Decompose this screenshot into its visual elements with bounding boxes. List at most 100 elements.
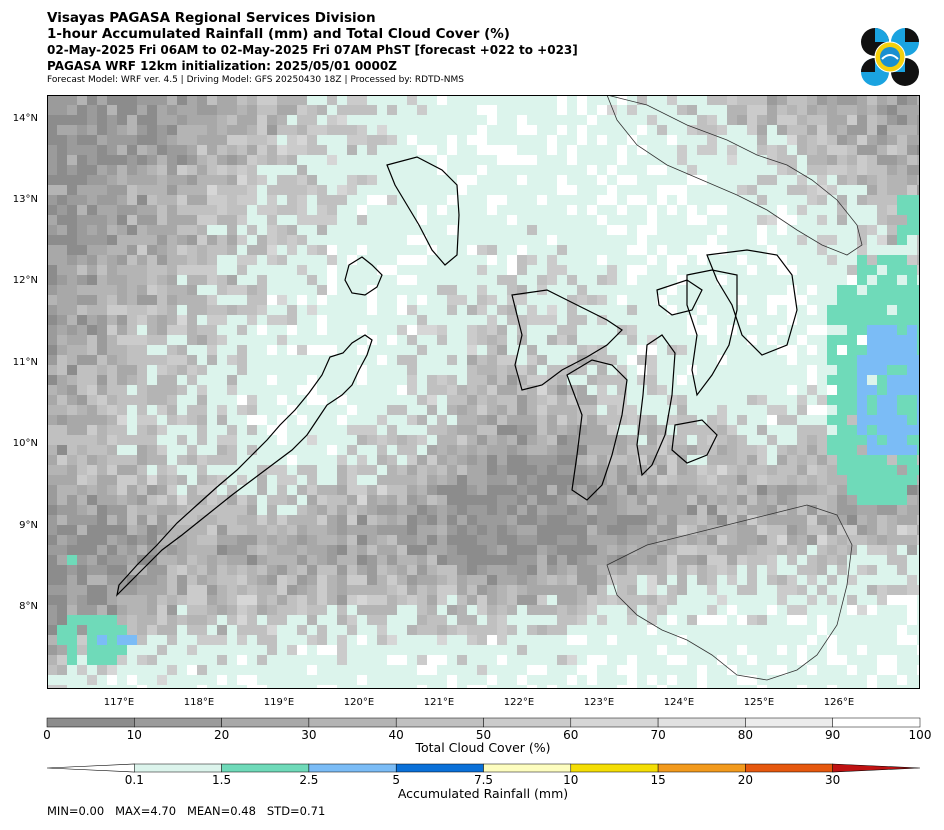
cloud-cell: [157, 575, 167, 585]
cloud-cell: [177, 575, 187, 585]
cloud-cell: [437, 385, 447, 395]
rain-cell: [897, 195, 907, 205]
cloud-cell: [77, 455, 87, 465]
cloud-cell: [307, 115, 317, 125]
cloud-cell: [137, 465, 147, 475]
cloud-cell: [507, 355, 517, 365]
cloud-cell: [867, 145, 877, 155]
cloud-cell: [897, 145, 907, 155]
cloud-cell: [277, 145, 287, 155]
cloud-cell: [87, 165, 97, 175]
cloud-cell: [497, 605, 507, 615]
rain-cell: [67, 615, 77, 625]
rain-cell: [897, 365, 907, 375]
cloud-cell: [197, 125, 207, 135]
clear-cell: [267, 425, 277, 435]
cloud-cell: [107, 285, 117, 295]
rain-cell: [867, 435, 877, 445]
cloud-cell: [547, 465, 557, 475]
rainfall-swatch: [395, 763, 484, 773]
cloud-cell: [717, 435, 727, 445]
cloud-cell: [897, 115, 907, 125]
cloud-cell: [547, 275, 557, 285]
cloud-cell: [227, 425, 237, 435]
cloud-cell: [697, 115, 707, 125]
cloud-cell: [297, 605, 307, 615]
cloud-cell: [167, 245, 177, 255]
cloud-cell: [197, 465, 207, 475]
cloud-cell: [447, 355, 457, 365]
cloud-cell: [397, 565, 407, 575]
cloud-cell: [207, 475, 217, 485]
cloud-cell: [87, 155, 97, 165]
cloud-cell: [787, 555, 797, 565]
cloud-cell: [417, 585, 427, 595]
cloud-cell: [597, 425, 607, 435]
cloud-cell: [97, 185, 107, 195]
cloud-cell: [67, 455, 77, 465]
cloud-cell: [587, 565, 597, 575]
rain-cell: [907, 285, 917, 295]
cloud-cell: [57, 165, 67, 175]
clear-cell: [597, 175, 607, 185]
clear-cell: [917, 645, 920, 655]
rain-cell: [897, 375, 907, 385]
cloud-cell: [627, 455, 637, 465]
cloud-cell: [567, 325, 577, 335]
cloud-cell: [627, 405, 637, 415]
cloud-cell: [497, 515, 507, 525]
cloud-cell: [377, 495, 387, 505]
cloud-cover-field: [47, 95, 920, 689]
cloud-cell: [737, 115, 747, 125]
cloud-cell: [227, 555, 237, 565]
cloud-cell: [387, 535, 397, 545]
cloud-cell: [157, 355, 167, 365]
latitude-label: 8°N: [19, 601, 38, 612]
cloud-cell: [117, 475, 127, 485]
rain-cell: [57, 625, 67, 635]
clear-cell: [567, 635, 577, 645]
cloud-cell: [267, 605, 277, 615]
rain-cell: [897, 325, 907, 335]
cloud-cell: [77, 155, 87, 165]
cloud-cell: [177, 225, 187, 235]
cloud-cell: [707, 445, 717, 455]
clear-cell: [697, 675, 707, 685]
cloud-cell: [827, 495, 837, 505]
cloud-cell: [307, 245, 317, 255]
cloud-cell: [667, 435, 677, 445]
cloud-cell: [647, 515, 657, 525]
rain-cell: [907, 325, 917, 335]
rain-cell: [887, 325, 897, 335]
clear-cell: [767, 245, 777, 255]
cloud-cell: [47, 415, 57, 425]
cloud-cell: [707, 135, 717, 145]
cloud-cell: [397, 525, 407, 535]
cloud-cell: [197, 545, 207, 555]
cloud-cell: [567, 505, 577, 515]
cloud-cell: [317, 505, 327, 515]
cloud-cell: [637, 475, 647, 485]
cloud-cell: [677, 515, 687, 525]
cloud-cell: [227, 305, 237, 315]
cloud-cell: [297, 185, 307, 195]
cloud-cell: [117, 395, 127, 405]
cloud-cell: [617, 535, 627, 545]
cloud-cell: [387, 135, 397, 145]
cloud-cell: [677, 395, 687, 405]
cloud-cell: [197, 225, 207, 235]
cloud-cell: [737, 415, 747, 425]
cloud-cell: [107, 255, 117, 265]
cloud-cell: [777, 455, 787, 465]
cloud-cell: [487, 595, 497, 605]
clear-cell: [357, 365, 367, 375]
cloud-cell: [307, 525, 317, 535]
cloud-cell: [247, 195, 257, 205]
cloud-cell: [227, 205, 237, 215]
cloud-cell: [217, 655, 227, 665]
clear-cell: [377, 355, 387, 365]
cloud-cell: [777, 145, 787, 155]
cloud-cell: [267, 255, 277, 265]
cloud-cell: [227, 95, 237, 105]
cloud-cell: [787, 95, 797, 105]
